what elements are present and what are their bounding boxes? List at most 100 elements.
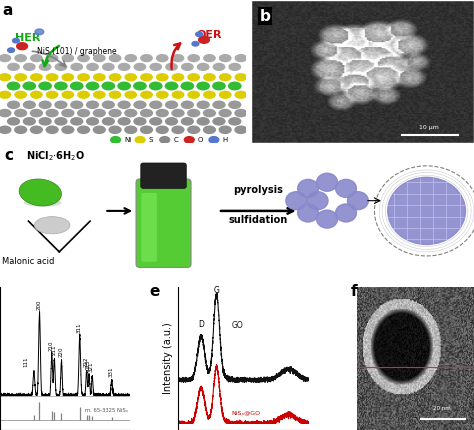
Circle shape <box>317 173 337 191</box>
Circle shape <box>0 91 11 99</box>
Circle shape <box>209 137 219 143</box>
Circle shape <box>102 101 115 109</box>
Text: GO: GO <box>232 322 244 330</box>
Circle shape <box>140 54 153 62</box>
Circle shape <box>234 109 247 117</box>
Circle shape <box>102 117 115 126</box>
Text: 10 μm: 10 μm <box>419 125 439 130</box>
Text: e: e <box>150 284 160 299</box>
Circle shape <box>7 82 20 90</box>
Circle shape <box>46 109 59 117</box>
Circle shape <box>184 137 194 143</box>
Circle shape <box>109 109 122 117</box>
Circle shape <box>298 204 319 222</box>
Circle shape <box>171 126 184 134</box>
Text: 331: 331 <box>109 366 113 377</box>
Circle shape <box>30 73 43 81</box>
Circle shape <box>109 126 122 134</box>
Circle shape <box>35 29 44 35</box>
Circle shape <box>187 54 200 62</box>
Circle shape <box>172 73 184 81</box>
Circle shape <box>164 82 178 90</box>
Text: m. 65-3325 NiSₓ: m. 65-3325 NiSₓ <box>85 408 128 413</box>
Text: Ni: Ni <box>124 137 131 143</box>
Text: 200: 200 <box>36 299 41 310</box>
FancyBboxPatch shape <box>141 163 186 188</box>
Circle shape <box>118 117 131 126</box>
Circle shape <box>102 63 115 71</box>
Text: S: S <box>149 137 153 143</box>
Circle shape <box>203 126 216 134</box>
Circle shape <box>14 73 27 81</box>
Text: pyrolysis: pyrolysis <box>233 185 283 195</box>
Text: 210: 210 <box>49 340 54 351</box>
Circle shape <box>140 73 153 81</box>
Circle shape <box>30 54 43 62</box>
Circle shape <box>109 54 121 62</box>
Circle shape <box>70 101 83 109</box>
Circle shape <box>181 117 194 126</box>
Circle shape <box>93 54 106 62</box>
Circle shape <box>135 137 145 143</box>
Circle shape <box>23 101 36 109</box>
Circle shape <box>14 109 27 117</box>
Circle shape <box>140 109 153 117</box>
Circle shape <box>30 109 43 117</box>
Circle shape <box>101 82 115 90</box>
Circle shape <box>7 101 20 109</box>
Circle shape <box>117 82 131 90</box>
Text: c: c <box>5 147 14 163</box>
Text: OER: OER <box>197 30 222 40</box>
Circle shape <box>203 54 216 62</box>
Circle shape <box>156 73 169 81</box>
Circle shape <box>86 63 99 71</box>
Circle shape <box>133 117 146 126</box>
Circle shape <box>38 82 52 90</box>
FancyBboxPatch shape <box>136 179 191 267</box>
Circle shape <box>156 91 169 99</box>
Circle shape <box>86 82 100 90</box>
Circle shape <box>55 101 68 109</box>
Circle shape <box>317 210 337 228</box>
Circle shape <box>54 82 68 90</box>
Circle shape <box>0 73 11 81</box>
Circle shape <box>347 192 368 210</box>
Circle shape <box>181 63 194 71</box>
Circle shape <box>156 54 169 62</box>
Text: 111: 111 <box>23 356 28 367</box>
Circle shape <box>70 117 83 126</box>
Circle shape <box>8 48 15 52</box>
Circle shape <box>219 91 232 99</box>
Circle shape <box>93 109 106 117</box>
Circle shape <box>172 54 184 62</box>
Circle shape <box>219 73 232 81</box>
Text: 023: 023 <box>86 360 91 370</box>
Circle shape <box>46 91 58 99</box>
Circle shape <box>165 101 178 109</box>
Circle shape <box>124 54 137 62</box>
Text: b: b <box>259 9 270 24</box>
Circle shape <box>155 109 169 117</box>
Circle shape <box>46 73 58 81</box>
Circle shape <box>61 109 74 117</box>
Circle shape <box>336 204 356 222</box>
Circle shape <box>124 91 137 99</box>
Circle shape <box>12 38 19 43</box>
Ellipse shape <box>35 217 70 234</box>
Circle shape <box>124 73 137 81</box>
Circle shape <box>0 109 11 117</box>
Circle shape <box>14 54 27 62</box>
Circle shape <box>171 109 184 117</box>
Text: D: D <box>198 320 204 329</box>
Circle shape <box>286 192 307 210</box>
Circle shape <box>124 126 137 134</box>
Circle shape <box>203 109 216 117</box>
Circle shape <box>133 101 146 109</box>
Circle shape <box>181 82 194 90</box>
Text: sulfidation: sulfidation <box>229 215 288 225</box>
Circle shape <box>149 117 163 126</box>
Circle shape <box>235 73 247 81</box>
Circle shape <box>62 54 74 62</box>
Circle shape <box>234 126 247 134</box>
Text: O: O <box>198 137 203 143</box>
